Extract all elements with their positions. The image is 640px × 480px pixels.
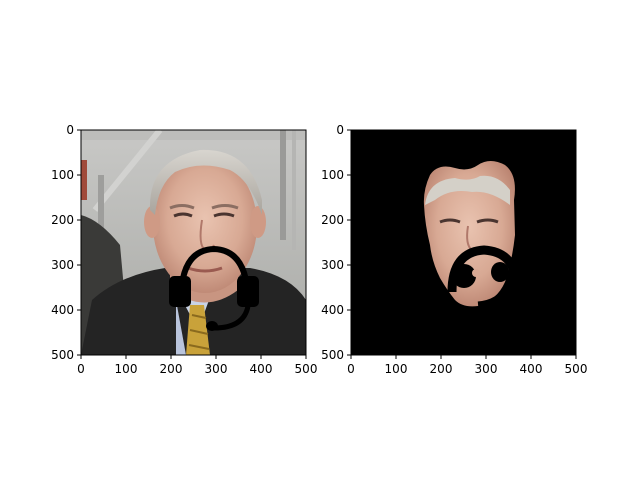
y-tick-label: 300 <box>51 258 74 272</box>
x-tick-label: 400 <box>250 362 273 376</box>
x-tick-label: 300 <box>205 362 228 376</box>
right-axes-frame <box>350 129 577 356</box>
y-tick-label: 500 <box>51 348 74 362</box>
x-tick-label: 500 <box>295 362 318 376</box>
y-tick-label: 0 <box>66 123 74 137</box>
y-tick-label: 500 <box>321 348 344 362</box>
y-tick-label: 300 <box>321 258 344 272</box>
x-tick-label: 400 <box>520 362 543 376</box>
y-tick-label: 400 <box>321 303 344 317</box>
y-tick-label: 100 <box>51 168 74 182</box>
x-tick-label: 300 <box>475 362 498 376</box>
x-tick-label: 100 <box>115 362 138 376</box>
x-tick-label: 0 <box>77 362 85 376</box>
left-axes-frame <box>80 129 307 356</box>
y-tick-label: 0 <box>336 123 344 137</box>
x-tick-label: 200 <box>160 362 183 376</box>
y-tick-label: 400 <box>51 303 74 317</box>
x-tick-label: 200 <box>430 362 453 376</box>
x-tick-label: 100 <box>385 362 408 376</box>
y-tick-label: 200 <box>51 213 74 227</box>
photo-image <box>81 130 306 355</box>
mask-image <box>351 130 576 355</box>
y-tick-label: 100 <box>321 168 344 182</box>
x-tick-label: 0 <box>347 362 355 376</box>
y-tick-label: 200 <box>321 213 344 227</box>
headset-icon <box>169 245 259 331</box>
x-tick-label: 500 <box>565 362 588 376</box>
